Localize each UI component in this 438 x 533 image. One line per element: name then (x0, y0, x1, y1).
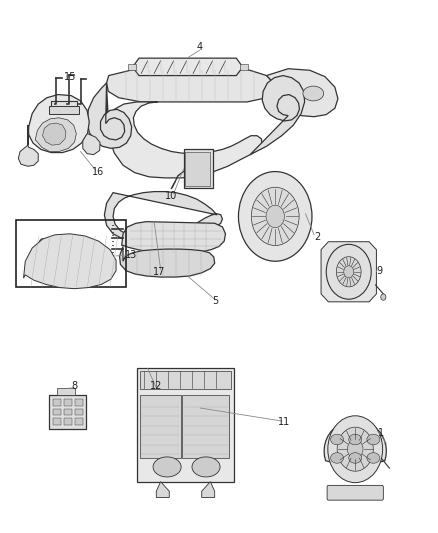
Circle shape (336, 257, 361, 287)
Text: 11: 11 (278, 417, 290, 427)
Text: 4: 4 (197, 42, 203, 52)
Bar (51, 101, 77, 108)
Text: 8: 8 (71, 381, 77, 391)
Ellipse shape (331, 434, 343, 445)
Ellipse shape (331, 453, 343, 463)
Text: 10: 10 (165, 191, 177, 201)
Text: 1: 1 (378, 427, 384, 438)
Bar (75, 399, 83, 406)
Bar (49, 394, 86, 429)
Bar (182, 394, 230, 458)
Circle shape (347, 440, 363, 459)
Circle shape (328, 416, 383, 482)
Bar (64, 409, 72, 415)
Polygon shape (18, 145, 38, 166)
Bar (240, 64, 247, 70)
Polygon shape (250, 76, 304, 155)
Bar (75, 418, 83, 425)
Polygon shape (122, 222, 226, 253)
Text: 17: 17 (153, 267, 166, 277)
Polygon shape (133, 58, 243, 76)
Polygon shape (106, 69, 275, 102)
Polygon shape (202, 482, 215, 497)
Polygon shape (156, 482, 169, 497)
Polygon shape (106, 87, 262, 178)
Polygon shape (267, 69, 338, 117)
Bar (53, 409, 61, 415)
Polygon shape (120, 246, 215, 277)
Bar (140, 394, 180, 458)
Polygon shape (35, 118, 76, 151)
Text: 16: 16 (92, 166, 104, 176)
Circle shape (326, 244, 371, 299)
Polygon shape (24, 234, 116, 289)
Ellipse shape (303, 86, 324, 101)
Ellipse shape (367, 434, 380, 445)
Ellipse shape (367, 453, 380, 463)
Text: 12: 12 (150, 381, 162, 391)
Polygon shape (104, 191, 223, 241)
Text: 9: 9 (377, 266, 383, 276)
Bar (184, 149, 213, 189)
Ellipse shape (192, 457, 220, 477)
Polygon shape (321, 241, 376, 302)
Ellipse shape (349, 434, 362, 445)
Bar (49, 106, 79, 114)
Circle shape (238, 172, 312, 261)
Text: 5: 5 (212, 296, 219, 306)
Circle shape (381, 294, 386, 300)
Bar (64, 418, 72, 425)
Polygon shape (324, 420, 386, 470)
Ellipse shape (153, 457, 181, 477)
Bar (57, 389, 75, 394)
Bar (64, 399, 72, 406)
Circle shape (337, 427, 373, 471)
Bar (53, 399, 61, 406)
Bar (137, 368, 234, 482)
Circle shape (39, 239, 46, 247)
Bar (16, 220, 126, 287)
Text: 15: 15 (64, 71, 76, 82)
FancyBboxPatch shape (327, 486, 383, 500)
Bar (75, 409, 83, 415)
Text: 13: 13 (125, 250, 137, 260)
Polygon shape (87, 83, 132, 148)
Bar (185, 152, 210, 187)
Bar (53, 418, 61, 425)
Ellipse shape (349, 453, 362, 463)
Circle shape (266, 205, 284, 228)
Bar (140, 371, 231, 390)
Circle shape (344, 266, 353, 278)
Polygon shape (83, 134, 100, 155)
Bar (128, 64, 136, 70)
Text: 2: 2 (314, 232, 321, 243)
Circle shape (251, 187, 299, 246)
Polygon shape (42, 123, 66, 145)
Polygon shape (28, 94, 89, 152)
